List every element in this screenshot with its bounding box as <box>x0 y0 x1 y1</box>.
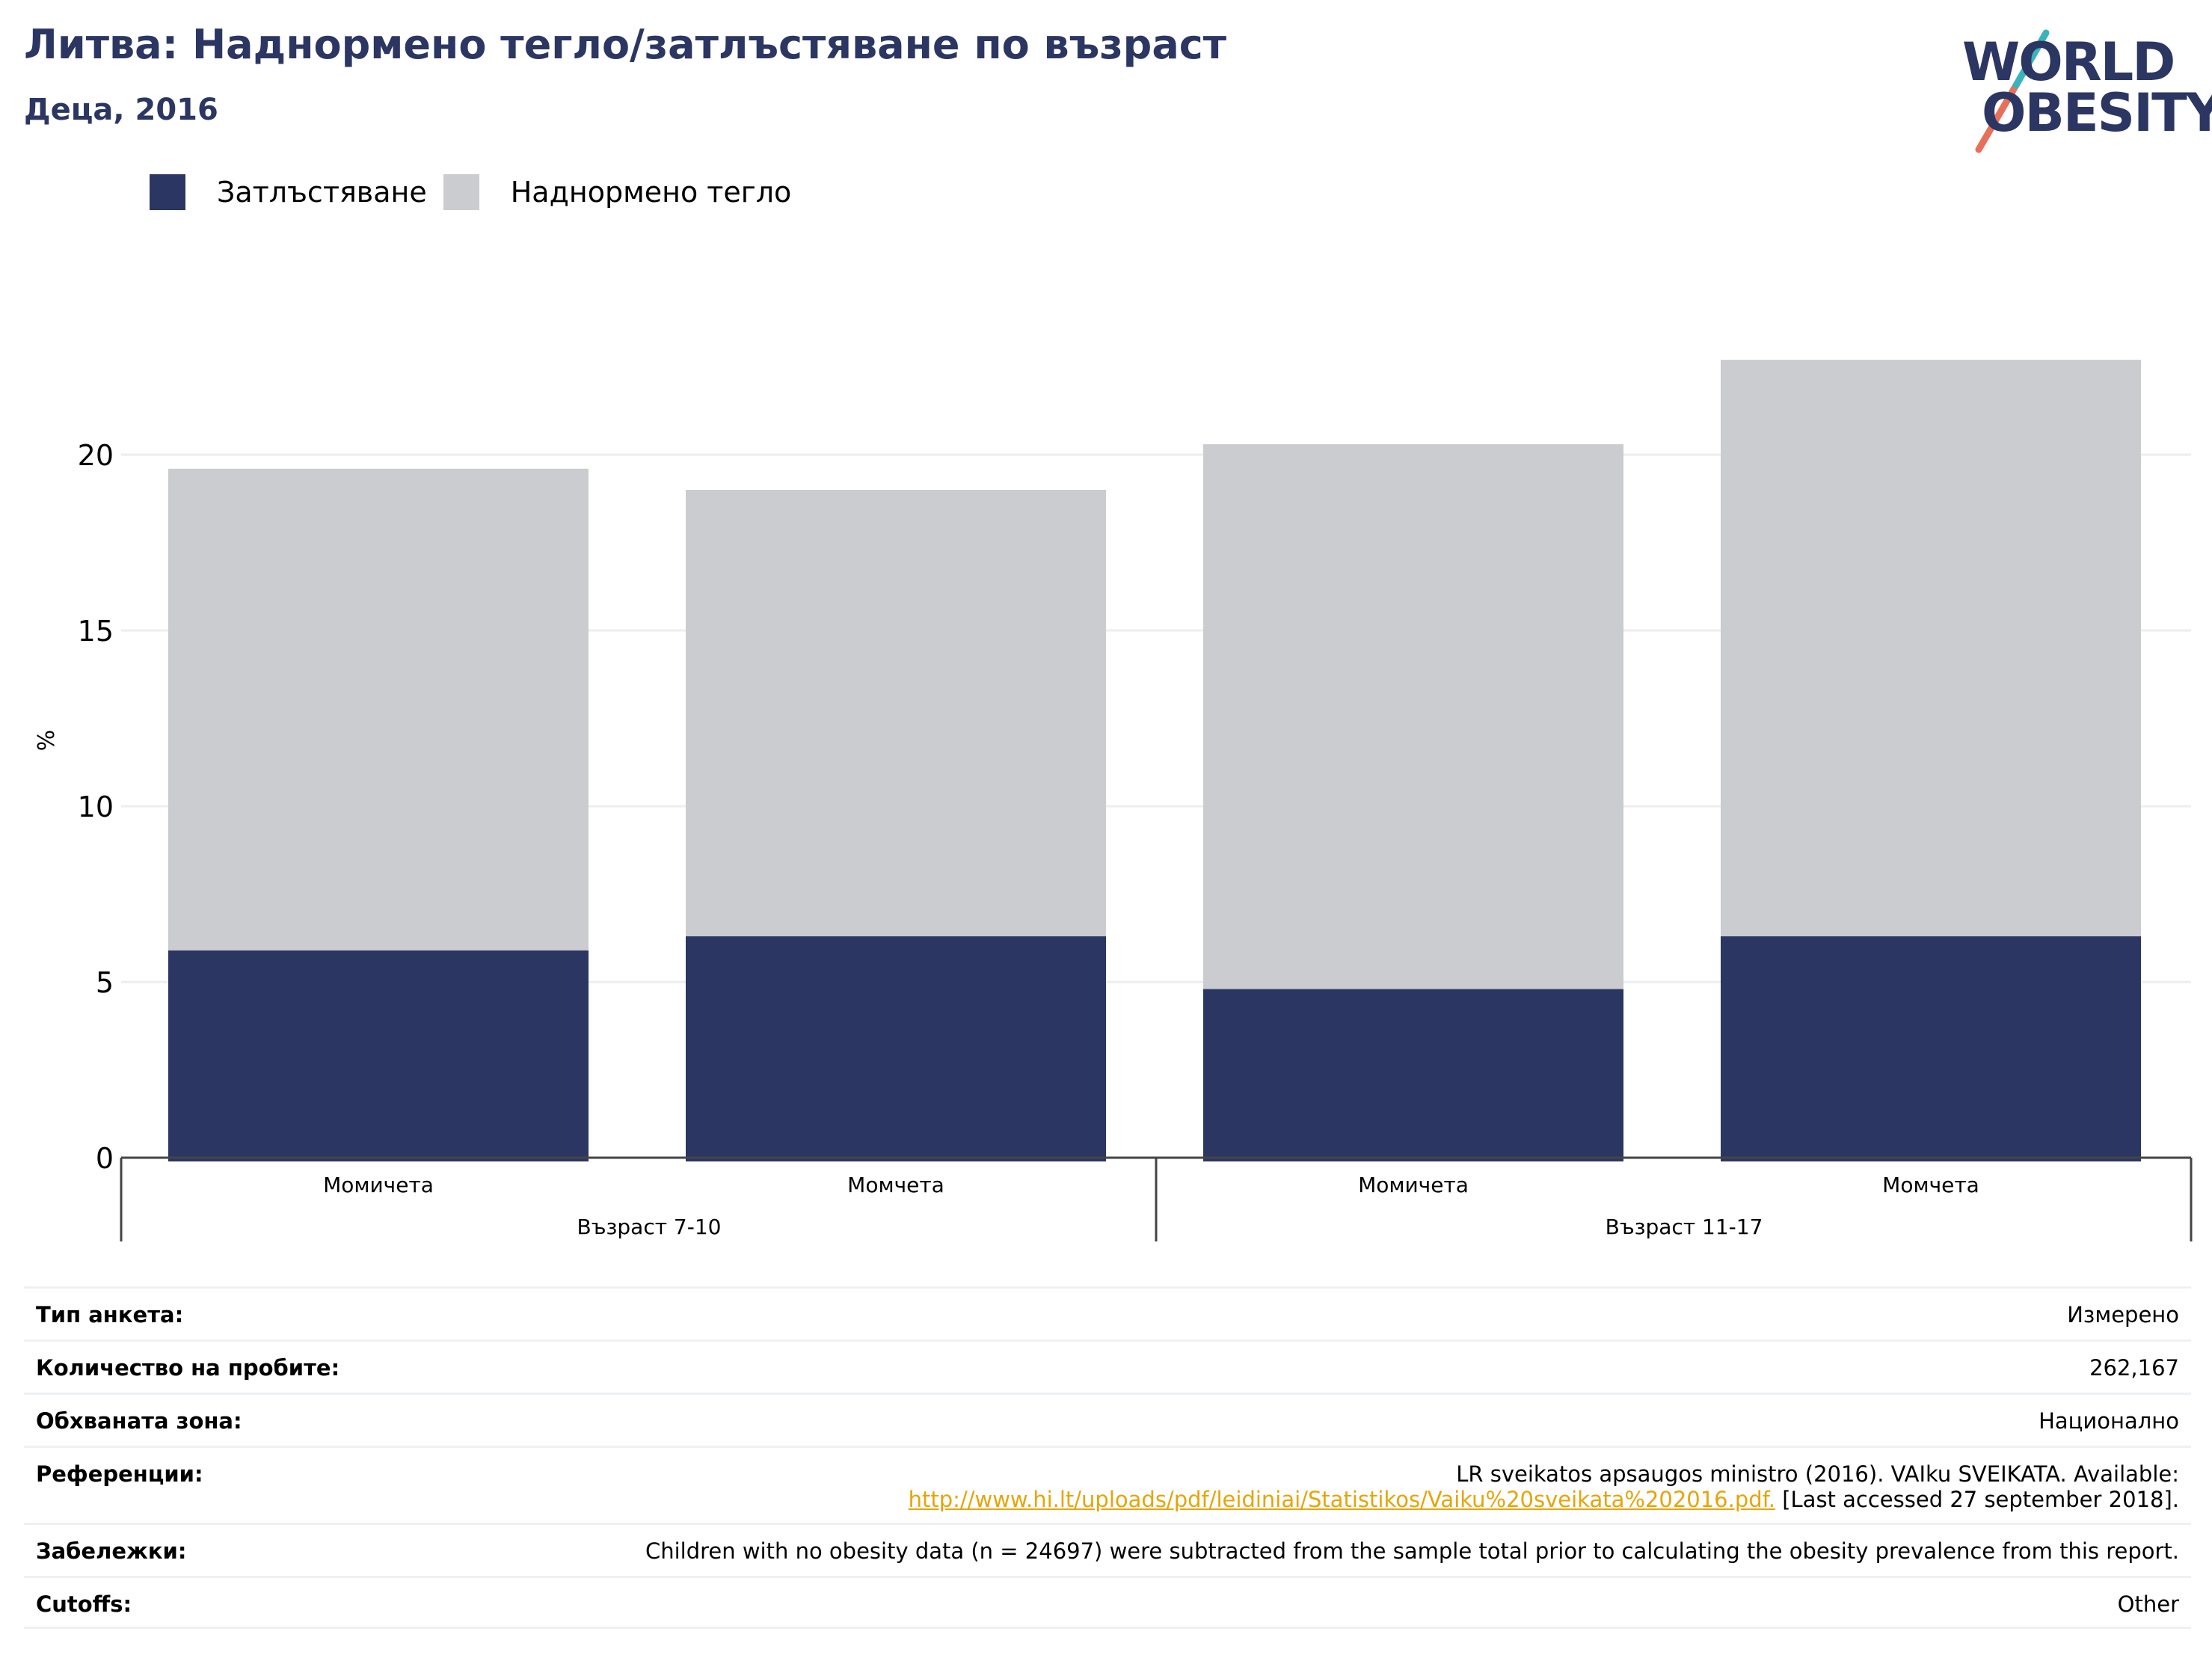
info-value: LR sveikatos apsaugos ministro (2016). V… <box>36 1448 2179 1512</box>
x-tick-label: Момичета <box>323 1173 434 1197</box>
reference-text: LR sveikatos apsaugos ministro (2016). V… <box>1456 1461 2179 1487</box>
info-label: Обхваната зона: <box>36 1408 242 1434</box>
bar-overweight <box>168 468 589 951</box>
chart-legend: Затлъстяване Наднормено тегло <box>150 174 808 211</box>
y-tick-label: 5 <box>96 966 114 999</box>
info-row-sample-size: Количество на пробите: 262,167 <box>24 1339 2191 1393</box>
logo-slash-icon <box>1975 29 2050 153</box>
x-group-label: Възраст 11-17 <box>1606 1215 1763 1239</box>
y-axis-label: % <box>34 730 60 752</box>
logo-word-world: WORLD <box>1962 31 2175 93</box>
x-tick-label: Момчета <box>847 1173 944 1197</box>
info-value: Измерено <box>2067 1302 2179 1327</box>
info-row-survey-type: Тип анкета: Измерено <box>24 1286 2191 1339</box>
bar-overweight <box>686 490 1106 936</box>
y-tick-label: 10 <box>78 791 114 823</box>
y-tick-label: 15 <box>78 615 114 648</box>
legend-item-obesity[interactable]: Затлъстяване <box>150 174 427 210</box>
info-value: Children with no obesity data (n = 24697… <box>645 1538 2179 1564</box>
info-value: Other <box>2117 1591 2179 1617</box>
world-obesity-logo: WORLD OBESITY <box>1944 22 2212 157</box>
page-title: Литва: Наднормено тегло/затлъстяване по … <box>24 21 1227 68</box>
survey-info-table: Тип анкета: Измерено Количество на проби… <box>24 1286 2191 1629</box>
bar-obesity <box>168 950 589 1161</box>
legend-swatch-overweight <box>443 174 479 210</box>
info-label: Количество на пробите: <box>36 1355 340 1381</box>
info-label: Забележки: <box>36 1538 187 1564</box>
bar-obesity <box>1721 936 2141 1161</box>
info-row-notes: Забележки: Children with no obesity data… <box>24 1523 2191 1576</box>
bar-overweight <box>1203 443 1623 989</box>
bar-obesity <box>686 936 1106 1161</box>
page-subtitle: Деца, 2016 <box>24 93 218 127</box>
info-row-area: Обхваната зона: Национално <box>24 1393 2191 1446</box>
logo-word-obesity: OBESITY <box>1982 82 2212 144</box>
info-label: Cutoffs: <box>36 1591 132 1617</box>
y-tick-label: 0 <box>96 1142 114 1175</box>
bar-obesity <box>1203 989 1623 1161</box>
reference-link[interactable]: http://www.hi.lt/uploads/pdf/leidiniai/S… <box>908 1487 1775 1512</box>
info-row-cutoffs: Cutoffs: Other <box>24 1576 2191 1629</box>
legend-label-overweight: Наднормено тегло <box>510 176 792 209</box>
y-tick-label: 20 <box>78 439 114 472</box>
x-group-label: Възраст 7-10 <box>577 1215 722 1239</box>
legend-item-overweight[interactable]: Наднормено тегло <box>443 174 792 210</box>
info-label: Тип анкета: <box>36 1302 184 1327</box>
reference-accessed: [Last accessed 27 september 2018]. <box>1775 1487 2179 1512</box>
info-label: Референции: <box>36 1461 203 1487</box>
bar-overweight <box>1721 360 2141 936</box>
x-tick-label: Момчета <box>1882 1173 1979 1197</box>
info-value: Национално <box>2039 1408 2179 1434</box>
legend-label-obesity: Затлъстяване <box>217 176 427 209</box>
info-row-references: Референции: LR sveikatos apsaugos minist… <box>24 1446 2191 1523</box>
info-value: 262,167 <box>2089 1355 2179 1381</box>
legend-swatch-obesity <box>150 174 185 210</box>
stacked-bar-chart: 0 5 10 15 20% Момичета Момчета Момичета Момчета В… <box>34 360 2193 1241</box>
x-tick-label: Момичета <box>1358 1173 1469 1197</box>
